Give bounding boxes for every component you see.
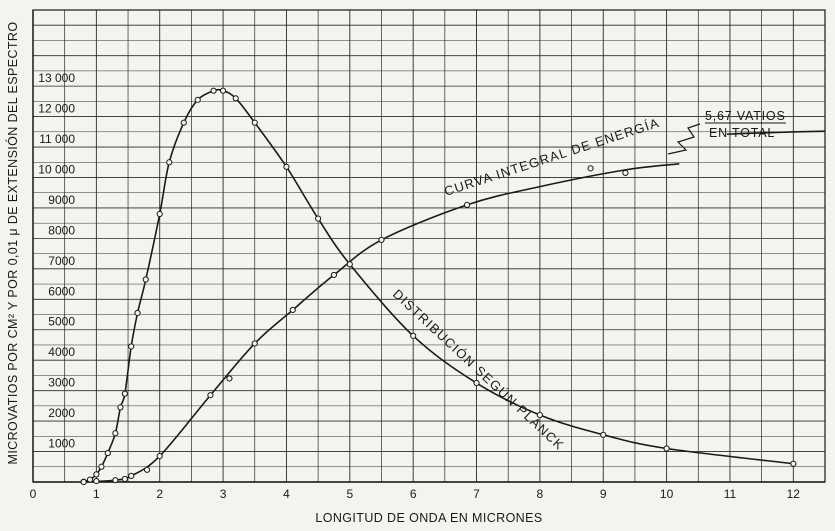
- planck-data-point: [142, 276, 149, 283]
- planck-data-point: [128, 343, 135, 350]
- y-tick-label: 6000: [48, 284, 75, 298]
- planck-data-point: [121, 390, 128, 397]
- x-tick-label: 10: [660, 487, 674, 501]
- planck-data-point: [104, 449, 111, 457]
- integral-data-point: [463, 201, 471, 208]
- y-tick-label: 10 000: [38, 162, 75, 176]
- planck-data-point: [346, 261, 353, 268]
- integral-data-point: [226, 375, 233, 382]
- x-tick-label: 1: [93, 487, 100, 501]
- planck-data-point: [600, 431, 607, 438]
- y-tick-label: 11 000: [39, 132, 75, 146]
- x-tick-label: 6: [410, 487, 417, 501]
- integral-data-point: [143, 466, 151, 473]
- planck-data-point: [536, 411, 543, 419]
- planck-curve-label: DISTRIBUCIÓN SEGÚN PLANCK: [390, 286, 567, 453]
- y-tick-label: 3000: [48, 376, 75, 390]
- x-tick-label: 12: [787, 487, 801, 501]
- x-tick-label: 3: [220, 487, 227, 501]
- planck-data-point: [117, 404, 124, 411]
- integral-data-point: [207, 392, 214, 399]
- y-tick-label: 12 000: [38, 102, 75, 116]
- planck-data-point: [663, 445, 670, 452]
- planck-data-point: [315, 215, 322, 222]
- planck-data-point: [473, 379, 480, 387]
- planck-data-point: [156, 210, 163, 218]
- axes: [32, 9, 826, 483]
- total-label-line2: EN TOTAL: [709, 126, 775, 140]
- total-label-line1: 5,67 VATIOS: [705, 109, 786, 123]
- x-tick-label: 9: [600, 487, 607, 501]
- x-tick-label: 11: [724, 487, 737, 501]
- planck-data-point: [166, 159, 173, 166]
- planck-data-point: [410, 332, 417, 339]
- integral-data-point: [121, 475, 128, 483]
- plot-frame: [32, 9, 826, 483]
- y-tick-label: 8000: [48, 223, 75, 237]
- planck-data-point: [98, 463, 105, 470]
- series: [83, 88, 826, 483]
- planck-data-point: [251, 119, 258, 126]
- y-tick-label: 4000: [48, 345, 75, 359]
- y-tick-label: 7000: [48, 254, 75, 268]
- integral-data-point: [378, 236, 385, 244]
- x-tick-label: 2: [156, 487, 163, 501]
- integral-data-point: [128, 472, 135, 480]
- planck-data-point: [93, 471, 100, 478]
- y-axis-title: MICROVATIOS POR CM² Y POR 0,01 μ DE EXTE…: [5, 22, 20, 465]
- integral-data-point: [93, 477, 100, 485]
- integral-data-point: [622, 169, 629, 177]
- integral-energy-line-continuation: [726, 130, 826, 136]
- x-tick-label: 0: [30, 487, 37, 501]
- integral-data-point: [80, 478, 87, 486]
- planck-data-point: [134, 309, 141, 317]
- integral-data-point: [289, 306, 296, 314]
- planck-data-point: [790, 460, 797, 467]
- planck-data-point: [112, 430, 119, 437]
- integral-data-point: [251, 340, 258, 347]
- y-tick-label: 5000: [48, 315, 75, 329]
- y-tick-label: 2000: [48, 406, 75, 420]
- y-tick-label: 9000: [48, 193, 75, 207]
- planck-data-point: [219, 87, 227, 94]
- planck-distribution-line: [83, 88, 794, 483]
- x-axis-title: LONGITUD DE ONDA EN MICRONES: [315, 511, 542, 525]
- y-tick-labels: 1000 2000 3000 4000 5000 6000 7000 8000 9000 10 0…: [38, 71, 75, 450]
- x-tick-label: 4: [283, 487, 290, 501]
- planck-data-point: [180, 119, 187, 126]
- x-tick-label: 5: [346, 487, 353, 501]
- integral-data-point: [156, 453, 163, 460]
- integral-data-point: [112, 477, 119, 484]
- planck-data-point: [86, 476, 94, 483]
- grid-lines: [33, 9, 826, 482]
- planck-data-point: [194, 96, 201, 103]
- integral-curve-label: CURVA INTEGRAL DE ENERGÍA: [442, 115, 661, 199]
- x-tick-labels: 0 1 2 3 4 5 6 7 8 9 10 11 12: [30, 487, 801, 501]
- integral-data-point: [587, 165, 594, 172]
- y-tick-label: 13 000: [38, 71, 75, 85]
- y-tick-label: 1000: [48, 437, 75, 451]
- integral-data-point: [330, 271, 338, 279]
- data-points: [80, 87, 797, 486]
- planck-data-point: [283, 163, 290, 170]
- planck-data-point: [210, 87, 217, 94]
- break-zigzag-mark: [667, 123, 701, 155]
- x-tick-label: 8: [537, 487, 544, 501]
- planck-data-point: [232, 95, 239, 102]
- x-tick-label: 7: [473, 487, 480, 501]
